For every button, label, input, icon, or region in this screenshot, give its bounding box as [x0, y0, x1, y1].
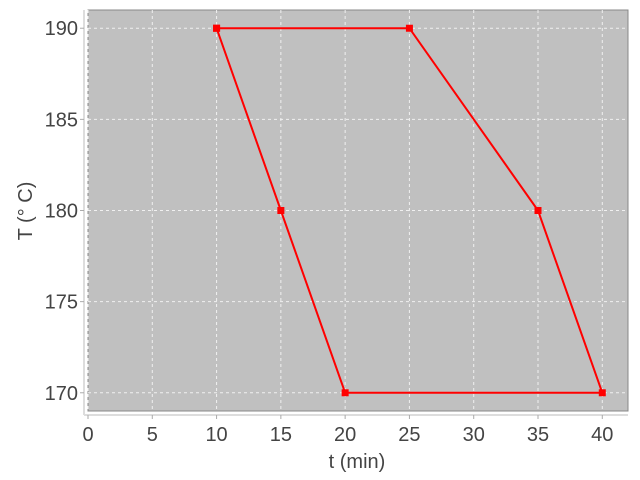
x-tick-label: 15: [270, 424, 292, 446]
y-axis-label: T (° C): [15, 182, 37, 241]
y-tick-label: 170: [45, 383, 78, 405]
series: [213, 24, 606, 397]
data-point: [598, 389, 606, 397]
tick-labels: 0 5 10 15 20 25 30 35 40 170 175 180 185 190: [45, 18, 614, 446]
y-tick-label: 190: [45, 18, 78, 40]
x-tick-label: 0: [82, 424, 93, 446]
data-point: [277, 207, 285, 214]
y-tick-label: 175: [45, 292, 78, 314]
x-axis-label: t (min): [329, 451, 386, 473]
data-point: [405, 24, 413, 32]
axes: [80, 9, 629, 419]
y-tick-label: 180: [45, 201, 78, 223]
x-tick-label: 35: [527, 424, 549, 446]
x-tick-label: 25: [398, 424, 420, 446]
data-point: [213, 24, 221, 32]
x-tick-label: 40: [591, 424, 613, 446]
y-tick-label: 185: [45, 109, 78, 131]
data-point: [534, 207, 542, 214]
x-tick-label: 30: [463, 424, 485, 446]
x-tick-label: 20: [334, 424, 356, 446]
data-point: [341, 389, 349, 397]
x-tick-label: 10: [205, 424, 227, 446]
x-tick-label: 5: [147, 424, 158, 446]
